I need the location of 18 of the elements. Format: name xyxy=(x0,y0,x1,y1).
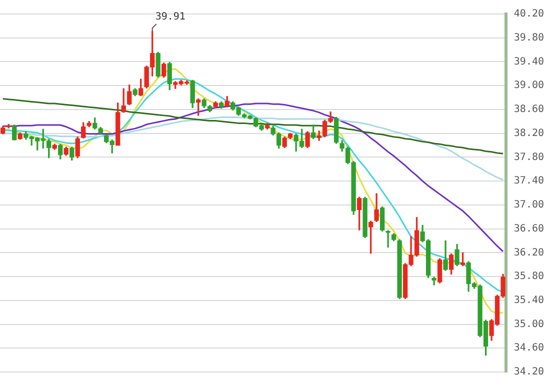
y-tick-label: 35.40 xyxy=(514,294,544,306)
y-tick-label: 35.80 xyxy=(514,271,544,282)
y-tick-label: 36.60 xyxy=(514,223,544,234)
y-tick-label: 37.00 xyxy=(514,200,544,211)
y-tick-label: 36.20 xyxy=(514,247,544,258)
y-tick-label: 35.00 xyxy=(514,318,544,330)
y-tick-label: 39.40 xyxy=(514,56,544,68)
y-tick-label: 38.20 xyxy=(514,128,544,139)
y-tick-label: 37.40 xyxy=(514,176,544,187)
y-tick-label: 38.60 xyxy=(514,104,544,116)
y-tick-label: 39.00 xyxy=(514,80,544,92)
y-tick-label: 40.20 xyxy=(514,8,544,20)
y-tick-label: 34.20 xyxy=(514,366,544,378)
annotation: 39.91 xyxy=(155,12,186,23)
candlestick xyxy=(386,230,390,248)
y-tick-label: 37.80 xyxy=(514,152,544,163)
y-tick-label: 34.60 xyxy=(514,342,544,354)
y-tick-label: 39.80 xyxy=(514,32,544,44)
